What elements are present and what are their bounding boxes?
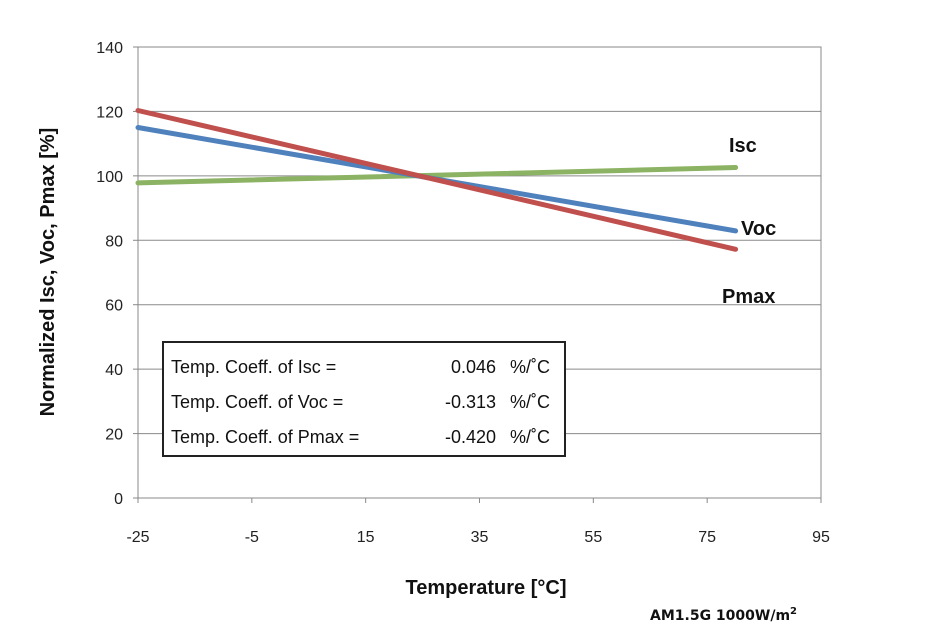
- coeff-voc-unit: %/˚C: [510, 392, 550, 412]
- coeff-isc-unit: %/˚C: [510, 357, 550, 377]
- condition-note-text: AM1.5G 1000W/m: [650, 608, 790, 624]
- x-tick-label: -25: [126, 529, 149, 546]
- coeff-pmax-label: Temp. Coeff. of Pmax =: [171, 427, 359, 447]
- coeff-isc-value: 0.046: [451, 357, 496, 377]
- coefficient-box-frame: [162, 341, 566, 457]
- y-axis-title: Normalized Isc, Voc, Pmax [%]: [37, 128, 59, 417]
- x-axis-title: Temperature [°C]: [406, 577, 567, 599]
- series-line-pmax: [135, 108, 739, 252]
- series-label-pmax: Pmax: [722, 286, 775, 308]
- coeff-pmax-value: -0.420: [445, 427, 496, 447]
- y-tick-label: 140: [96, 40, 123, 57]
- y-tick-label: 100: [96, 169, 123, 186]
- series-label-voc: Voc: [741, 218, 776, 240]
- x-axis-ticks: -25 -5 15 35 55 75 95: [126, 498, 830, 546]
- y-tick-label: 0: [114, 491, 123, 508]
- coeff-voc-value: -0.313: [445, 392, 496, 412]
- y-tick-label: 120: [96, 104, 123, 121]
- x-tick-label: -5: [245, 529, 259, 546]
- condition-note: AM1.5G 1000W/m2: [650, 606, 797, 624]
- coefficient-box: Temp. Coeff. of Isc = 0.046 %/˚C Temp. C…: [162, 341, 566, 457]
- y-tick-label: 20: [105, 427, 123, 444]
- y-tick-label: 60: [105, 298, 123, 315]
- series-lines: [135, 108, 739, 252]
- coeff-voc-label: Temp. Coeff. of Voc =: [171, 392, 343, 412]
- x-tick-label: 35: [471, 529, 489, 546]
- series-label-isc: Isc: [729, 135, 757, 157]
- condition-note-superscript: 2: [790, 606, 797, 617]
- x-tick-label: 55: [584, 529, 602, 546]
- y-tick-label: 80: [105, 233, 123, 250]
- x-tick-label: 95: [812, 529, 830, 546]
- coeff-isc-label: Temp. Coeff. of Isc =: [171, 357, 336, 377]
- coeff-pmax-unit: %/˚C: [510, 427, 550, 447]
- y-tick-label: 40: [105, 362, 123, 379]
- y-axis-ticks: 0 20 40 60 80 100 120 140: [96, 40, 138, 508]
- x-tick-label: 15: [357, 529, 375, 546]
- series-line-isc: [135, 165, 739, 186]
- x-tick-label: 75: [698, 529, 716, 546]
